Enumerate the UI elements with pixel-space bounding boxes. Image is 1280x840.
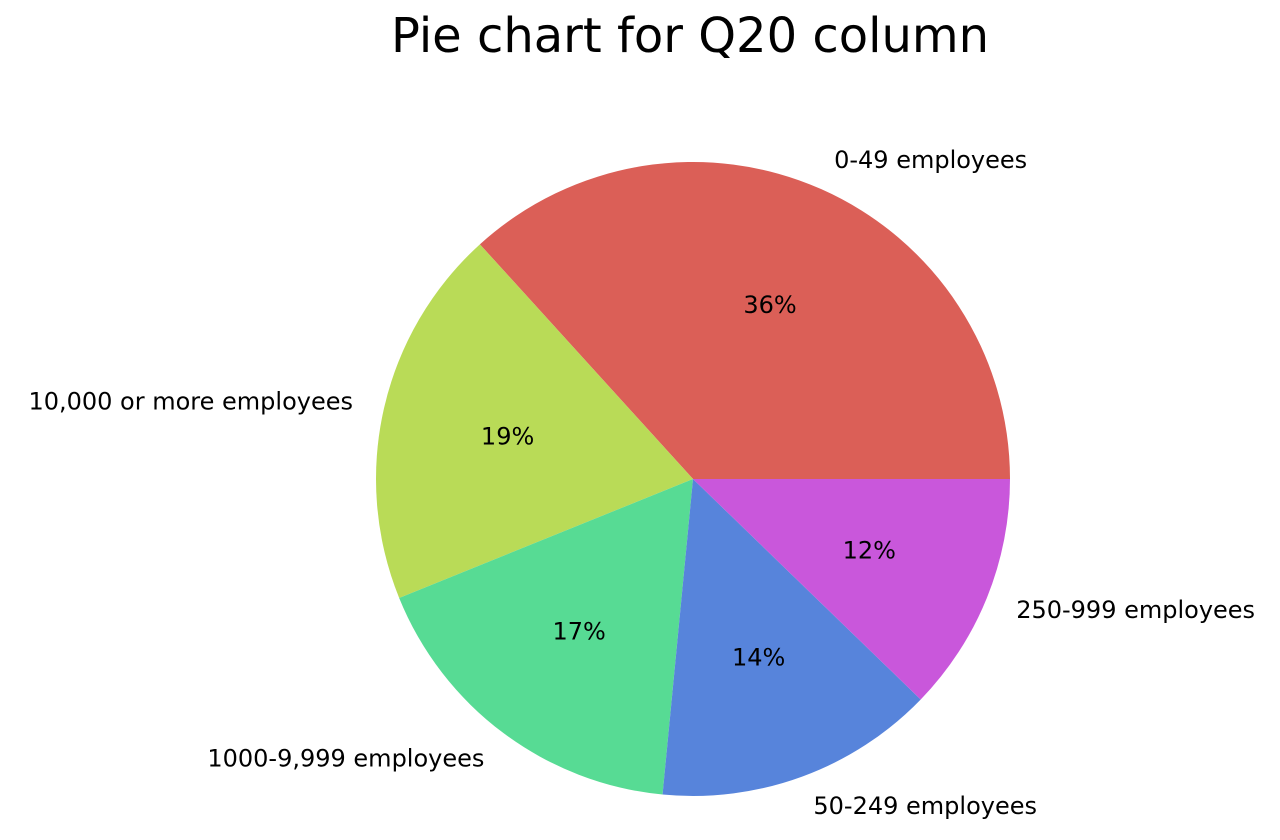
pie-slice <box>662 479 921 797</box>
pie-labels: 36% 0-49 employees 19% 10,000 or more emplo… <box>28 146 1255 820</box>
slice-percent-label: 36% <box>743 291 796 319</box>
pie-slices <box>376 161 1010 797</box>
pie-slice <box>376 244 693 598</box>
pie-slice <box>399 479 693 795</box>
slice-percent-label: 19% <box>481 423 534 451</box>
slice-category-label: 0-49 employees <box>834 146 1027 174</box>
slice-category-label: 50-249 employees <box>813 792 1037 820</box>
slice-category-label: 1000-9,999 employees <box>207 745 484 773</box>
chart-title: Pie chart for Q20 column <box>391 8 989 64</box>
slice-percent-label: 12% <box>843 536 896 564</box>
pie-slice <box>479 161 1010 479</box>
slice-percent-label: 14% <box>732 644 785 672</box>
slice-percent-label: 17% <box>553 617 606 645</box>
pie-slice <box>693 479 1010 700</box>
slice-category-label: 250-999 employees <box>1016 596 1255 624</box>
slice-category-label: 10,000 or more employees <box>28 387 353 415</box>
